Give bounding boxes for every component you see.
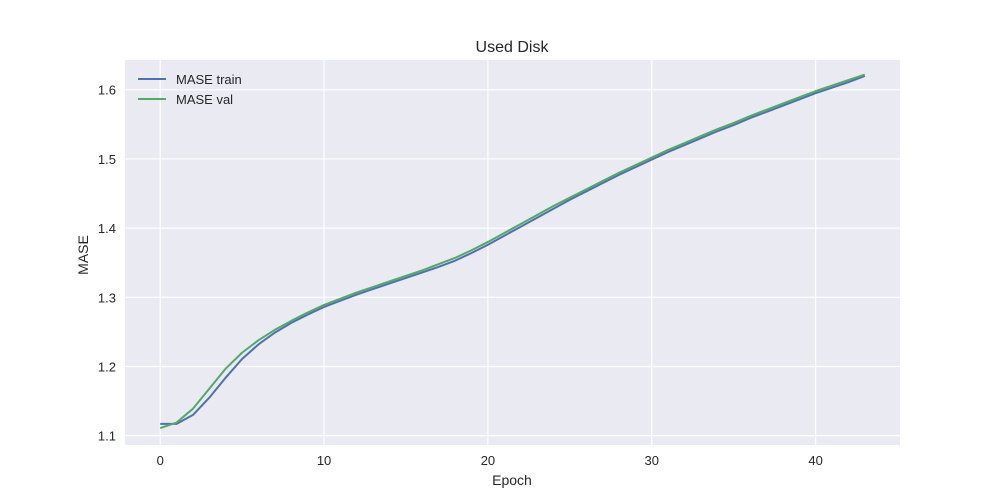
- y-tick-labels: 1.1 1.2 1.3 1.4 1.5 1.6: [98, 83, 116, 444]
- x-gridlines: [159, 60, 817, 445]
- series-line-train: [160, 74, 866, 425]
- x-tick-labels: 0 10 20 30 40: [157, 453, 823, 468]
- y-tick-label: 1.3: [98, 290, 116, 305]
- x-tick-label: 30: [645, 453, 659, 468]
- y-tick-label: 1.6: [98, 83, 116, 98]
- x-axis-label: Epoch: [492, 472, 532, 488]
- y-tick-label: 1.4: [98, 221, 116, 236]
- x-tick-label: 20: [481, 453, 495, 468]
- plot-background: [125, 60, 900, 445]
- legend-label-val: MASE val: [176, 92, 233, 107]
- series-lines: [159, 73, 866, 429]
- chart-title: Used Disk: [476, 39, 550, 56]
- x-tick-label: 10: [317, 453, 331, 468]
- x-tick-label: 0: [157, 453, 164, 468]
- legend-label-train: MASE train: [176, 72, 242, 87]
- legend: MASE train MASE val: [138, 72, 242, 107]
- y-tick-label: 1.2: [98, 359, 116, 374]
- y-tick-label: 1.1: [98, 429, 116, 444]
- y-axis-label: MASE: [75, 235, 91, 275]
- series-line-val: [159, 73, 866, 429]
- y-tick-label: 1.5: [98, 152, 116, 167]
- x-tick-label: 40: [808, 453, 822, 468]
